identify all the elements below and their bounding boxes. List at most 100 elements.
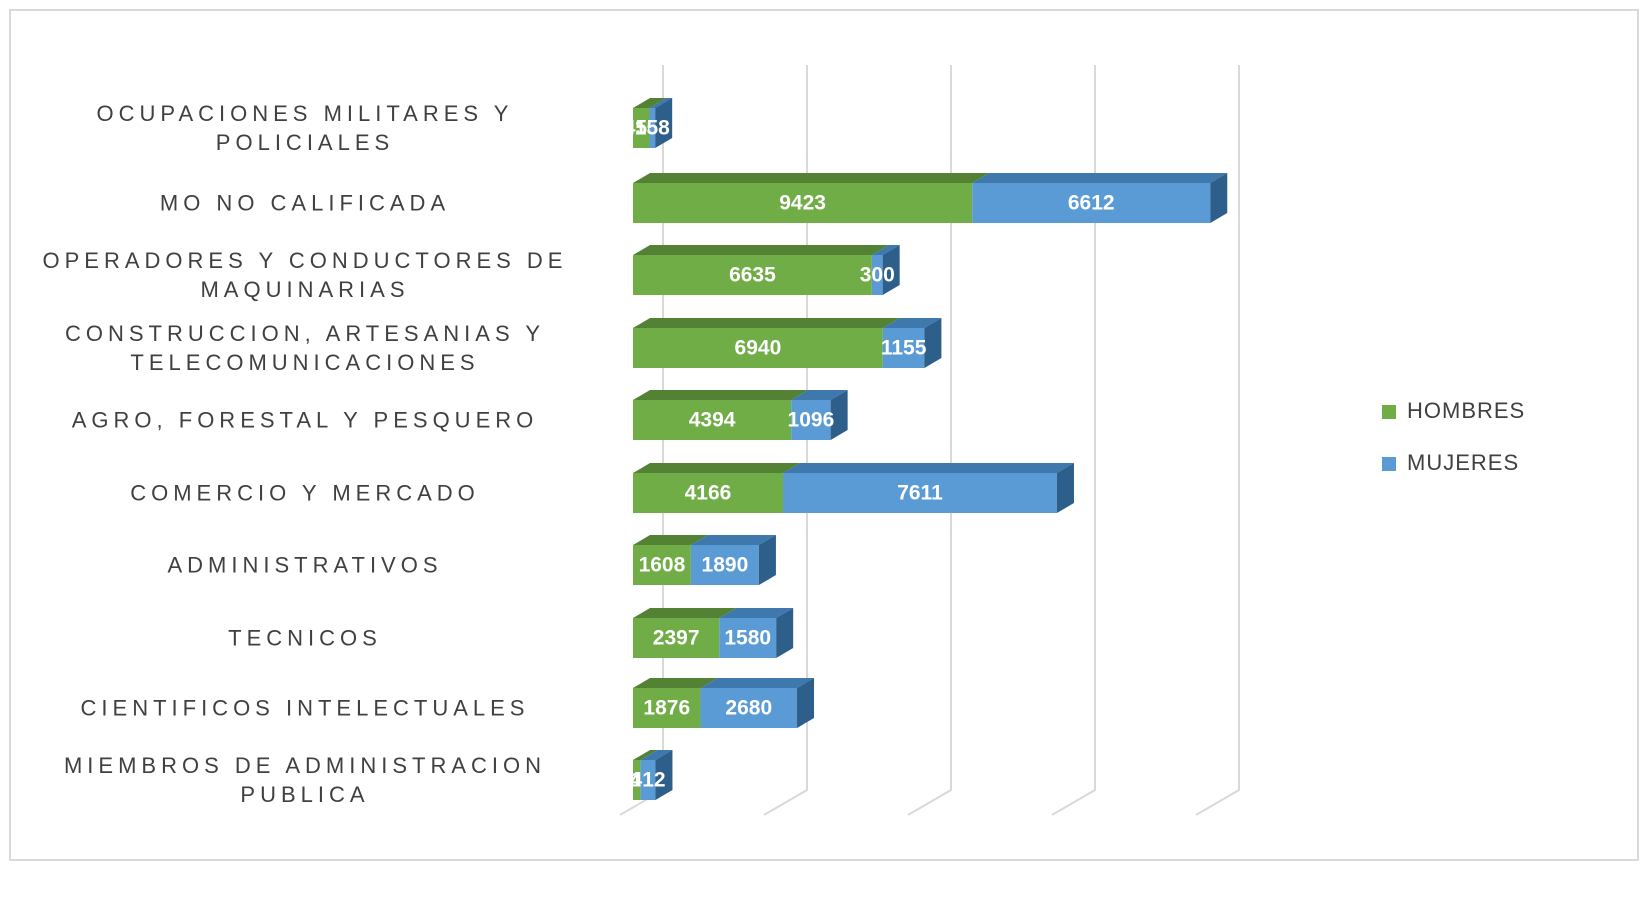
value-label: 1890 xyxy=(702,554,749,577)
category-label: MO NO CALIFICADA xyxy=(159,190,451,216)
bar-face xyxy=(882,245,900,295)
bar-face xyxy=(655,750,673,800)
category-label: CONSTRUCCION, ARTESANIAS Y TELECOMUNICAC… xyxy=(64,321,546,375)
bar-face xyxy=(797,678,815,728)
bar-face xyxy=(633,173,990,183)
category-label: CIENTIFICOS INTELECTUALES xyxy=(80,695,530,721)
bar-face xyxy=(633,328,883,368)
bar-face xyxy=(633,760,641,800)
bar-segment xyxy=(633,318,900,368)
bar-face xyxy=(882,328,925,368)
bar-face xyxy=(791,390,848,400)
bar-face xyxy=(690,535,776,545)
bar-face xyxy=(633,618,720,658)
bar-segment xyxy=(649,98,673,148)
category-label: OCUPACIONES MILITARES Y POLICIALES xyxy=(96,101,514,155)
bar-segment xyxy=(690,535,776,585)
bar-segment xyxy=(633,245,889,295)
bar-face xyxy=(700,678,815,688)
category-label: MIEMBROS DE ADMINISTRACION PUBLICA xyxy=(63,753,547,807)
bar-face xyxy=(1210,173,1228,223)
value-label: 412 xyxy=(631,769,666,792)
bar-segment xyxy=(640,750,673,800)
bar-face xyxy=(758,535,776,585)
category-label: COMERCIO Y MERCADO xyxy=(130,480,480,506)
grid-line xyxy=(1051,65,1096,816)
bar-face xyxy=(719,608,794,618)
bar-face xyxy=(633,750,658,760)
category-label: AGRO, FORESTAL Y PESQUERO xyxy=(71,407,539,433)
value-label: 6635 xyxy=(729,264,776,287)
bar-segment xyxy=(782,463,1074,513)
legend-label: HOMBRES xyxy=(1407,398,1525,423)
bar-face xyxy=(700,688,798,728)
bar-face xyxy=(633,400,792,440)
value-label: 7611 xyxy=(897,482,943,505)
bar-face xyxy=(655,98,673,148)
value-label: 1580 xyxy=(724,627,771,650)
bar-segment xyxy=(633,98,667,148)
bar-face xyxy=(776,608,794,658)
bar-face xyxy=(633,463,800,473)
bar-face xyxy=(633,183,973,223)
bar-segment xyxy=(633,390,809,440)
value-label: 158 xyxy=(635,117,670,140)
bar-face xyxy=(719,618,777,658)
grid-line xyxy=(763,65,808,816)
value-label: 300 xyxy=(860,264,895,287)
bar-segment xyxy=(871,245,900,295)
bar-face xyxy=(640,760,656,800)
value-label: 1608 xyxy=(639,554,686,577)
bar-face xyxy=(633,255,872,295)
bar-face xyxy=(633,608,737,618)
bar-face xyxy=(972,183,1211,223)
bar-segment xyxy=(882,318,942,368)
value-label: 1155 xyxy=(881,337,927,360)
bar-segment xyxy=(633,463,800,513)
value-label: 1876 xyxy=(643,697,690,720)
legend-swatch xyxy=(1382,457,1396,471)
bar-segment xyxy=(972,173,1228,223)
value-label: 4166 xyxy=(685,482,732,505)
grid-line xyxy=(907,65,952,816)
value-label: 6940 xyxy=(735,337,782,360)
category-label: OPERADORES Y CONDUCTORES DE MAQUINARIAS xyxy=(42,248,568,302)
bar-face xyxy=(924,318,942,368)
bar-segment xyxy=(633,535,708,585)
bar-face xyxy=(871,245,900,255)
bar-face xyxy=(640,750,673,760)
bar-face xyxy=(633,473,783,513)
bar-face xyxy=(972,173,1228,183)
bar-face xyxy=(633,390,809,400)
bar-face xyxy=(633,688,701,728)
bar-face xyxy=(633,245,889,255)
bar-segment xyxy=(791,390,848,440)
bar-segment xyxy=(719,608,794,658)
grid-line xyxy=(1195,65,1240,816)
bar-face xyxy=(830,390,848,440)
bar-face xyxy=(782,473,1057,513)
bar-face xyxy=(633,535,708,545)
value-label: 9423 xyxy=(779,192,826,215)
bar-face xyxy=(649,98,673,108)
bar-face xyxy=(633,98,667,108)
bar-segment xyxy=(633,173,990,223)
bar-face xyxy=(882,318,942,328)
bar-face xyxy=(791,400,831,440)
bar-face xyxy=(1056,463,1074,513)
bar-segment xyxy=(700,678,815,728)
bar-face xyxy=(871,255,883,295)
frame xyxy=(9,9,1639,861)
bar-face xyxy=(782,463,1074,473)
legend-swatch xyxy=(1382,405,1396,419)
value-label: 4394 xyxy=(689,409,736,432)
value-label: 1096 xyxy=(788,409,835,432)
bar-face xyxy=(633,678,718,688)
category-label: ADMINISTRATIVOS xyxy=(167,552,443,578)
bar-face xyxy=(649,108,656,148)
bar-segment xyxy=(633,678,718,728)
bar-face xyxy=(633,318,900,328)
bar-face xyxy=(633,545,691,585)
